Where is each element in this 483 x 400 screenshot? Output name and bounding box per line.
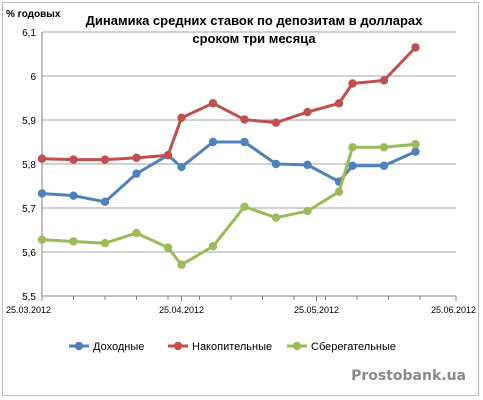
data-point — [37, 189, 47, 198]
data-point — [240, 202, 249, 211]
chart-title-line-2: сроком три месяца — [192, 31, 316, 46]
y-tick-label: 5,7 — [22, 204, 36, 215]
series-line-3 — [41, 142, 416, 267]
data-point — [100, 197, 110, 207]
data-point — [334, 187, 344, 196]
chart-frame — [2, 2, 479, 396]
data-point — [163, 151, 173, 160]
data-point — [271, 213, 281, 222]
data-point — [132, 153, 141, 163]
series-line-1 — [41, 140, 417, 204]
series-group — [37, 43, 420, 269]
data-point — [303, 206, 312, 216]
x-tick-label: 25.03.2012 — [6, 305, 51, 315]
data-point — [37, 154, 47, 163]
legend-swatch-marker — [173, 341, 183, 351]
y-tick-label: 5,5 — [22, 292, 36, 303]
data-point — [37, 235, 47, 244]
data-point — [303, 160, 312, 170]
data-point — [303, 107, 312, 117]
data-point — [177, 113, 186, 123]
legend: Доходные Накопительные Сберегательные — [69, 341, 396, 353]
data-point — [132, 228, 141, 238]
data-point — [411, 140, 420, 149]
x-tick-labels: 25.03.2012 25.04.2012 25.05.2012 25.06.2012 — [6, 296, 476, 315]
data-point — [163, 243, 173, 252]
data-point — [69, 191, 78, 200]
data-point — [271, 159, 281, 169]
data-point — [208, 137, 218, 147]
y-tick-label: 6,1 — [22, 28, 36, 39]
legend-label: Сберегательные — [311, 341, 396, 353]
data-point — [100, 155, 110, 164]
data-point — [240, 137, 249, 147]
data-point — [379, 161, 389, 170]
data-point — [208, 242, 218, 251]
data-point — [348, 161, 357, 170]
y-tick-labels: 5,5 5,6 5,7 5,8 5,9 6 6,1 — [22, 28, 36, 303]
watermark: Prostobank.ua — [351, 368, 466, 384]
data-point — [348, 79, 357, 88]
data-point — [379, 76, 389, 85]
data-point — [208, 99, 218, 108]
x-tick-label: 25.05.2012 — [294, 305, 339, 315]
data-point — [177, 162, 186, 172]
y-tick-label: 5,8 — [22, 160, 36, 171]
x-tick-label: 25.04.2012 — [159, 305, 204, 315]
legend-swatch-marker — [292, 341, 302, 351]
x-tick-label: 25.06.2012 — [431, 305, 476, 315]
legend-label: Доходные — [93, 341, 144, 353]
data-point — [379, 143, 389, 152]
y-tick-label: 6 — [30, 72, 36, 83]
data-point — [334, 99, 344, 108]
data-point — [69, 155, 78, 164]
data-point — [69, 237, 78, 246]
chart-title-line-1: Динамика средних ставок по депозитам в д… — [86, 13, 424, 28]
data-point — [240, 115, 249, 124]
data-point — [100, 239, 110, 248]
y-tick-label: 5,6 — [22, 248, 36, 259]
data-point — [177, 260, 186, 269]
legend-label: Накопительные — [192, 341, 272, 353]
data-point — [348, 143, 357, 152]
data-point — [132, 169, 141, 178]
data-point — [271, 118, 281, 127]
data-point — [411, 147, 420, 156]
data-point — [411, 43, 420, 52]
y-axis-label: % годовых — [6, 9, 61, 20]
y-tick-label: 5,9 — [22, 116, 36, 127]
legend-swatch-marker — [74, 341, 84, 351]
